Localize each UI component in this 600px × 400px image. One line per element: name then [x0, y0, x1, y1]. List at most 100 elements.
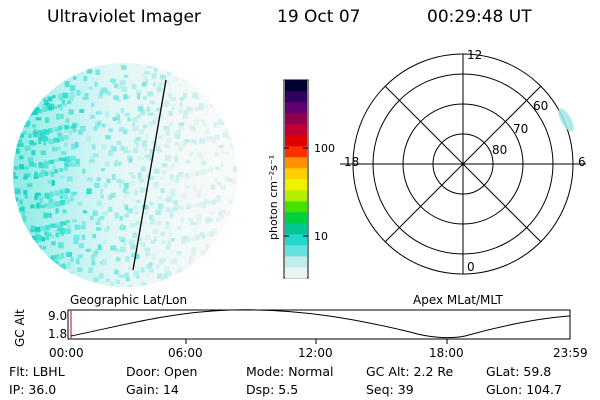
uv-pixel — [49, 202, 56, 209]
uv-pixel — [153, 236, 158, 241]
uv-pixel — [48, 138, 55, 145]
uv-pixel — [132, 252, 137, 257]
uv-pixel — [212, 228, 218, 234]
uv-pixel — [199, 232, 205, 236]
uv-pixel — [36, 67, 41, 71]
info-glon-value: 104.7 — [526, 382, 562, 397]
uv-pixel — [200, 119, 205, 123]
uv-pixel — [220, 209, 227, 214]
uv-pixel — [13, 77, 17, 84]
uv-pixel — [99, 216, 105, 220]
uv-pixel — [194, 139, 198, 146]
uv-pixel — [213, 71, 219, 76]
uv-pixel — [27, 77, 33, 81]
uv-pixel — [113, 95, 119, 101]
uv-pixel — [32, 124, 37, 128]
uv-pixel — [39, 198, 43, 204]
uv-pixel — [14, 197, 19, 202]
uv-pixel — [153, 229, 159, 235]
uv-pixel — [219, 277, 225, 283]
uv-pixel — [70, 125, 75, 129]
uv-pixel — [57, 254, 62, 261]
uv-pixel — [53, 158, 60, 163]
uv-pixel — [96, 111, 102, 115]
uv-pixel — [40, 169, 46, 174]
uv-pixel — [192, 185, 196, 190]
uv-pixel — [23, 122, 30, 128]
uv-pixel — [86, 135, 92, 142]
uv-pixel — [134, 190, 139, 196]
uv-pixel — [17, 79, 23, 84]
uv-pixel — [73, 283, 78, 287]
colorbar-cell — [285, 91, 307, 103]
uv-pixel — [80, 280, 86, 285]
uv-pixel — [95, 122, 101, 128]
uv-pixel — [70, 257, 74, 262]
uv-pixel — [138, 178, 145, 183]
uv-pixel — [114, 161, 118, 167]
uv-pixel — [70, 155, 76, 162]
uv-pixel — [102, 211, 108, 215]
uv-pixel — [220, 162, 224, 168]
uv-pixel — [143, 145, 148, 151]
uv-pixel — [51, 146, 57, 152]
uv-pixel — [193, 234, 199, 241]
colorbar-cell — [285, 223, 307, 235]
uv-pixel — [82, 221, 86, 227]
uv-pixel — [86, 188, 92, 195]
uv-pixel — [162, 102, 169, 107]
uv-pixel — [190, 204, 197, 208]
uv-pixel — [32, 99, 36, 104]
uv-pixel — [180, 218, 185, 224]
uv-pixel — [210, 199, 216, 205]
uv-pixel — [114, 212, 120, 219]
uv-pixel — [181, 235, 188, 242]
uv-pixel — [119, 179, 125, 184]
uv-pixel — [170, 97, 177, 101]
uv-pixel — [180, 206, 184, 211]
uv-pixel — [128, 149, 132, 154]
uv-pixel — [105, 135, 111, 140]
uv-pixel — [34, 278, 40, 283]
uv-pixel — [158, 135, 163, 139]
mlt-label-6: 6 — [578, 155, 586, 169]
orbit-track-panel: 9.0 1.8 GC Alt 00:00 06:00 12:00 18:00 2… — [13, 309, 588, 360]
uv-pixel — [225, 63, 230, 69]
uv-pixel — [229, 118, 235, 124]
uv-pixel — [101, 168, 105, 172]
uv-pixel — [64, 156, 70, 163]
uv-pixel — [138, 157, 145, 161]
uv-pixel — [195, 93, 199, 100]
uv-pixel — [160, 188, 165, 194]
uv-pixel — [135, 253, 140, 260]
uv-pixel — [46, 267, 52, 271]
uv-pixel — [85, 248, 91, 252]
uv-pixel — [97, 218, 101, 222]
uv-pixel — [13, 133, 18, 138]
uv-pixel — [184, 139, 190, 143]
uv-pixel — [91, 102, 95, 107]
uv-pixel — [173, 132, 178, 138]
uv-pixel — [45, 117, 49, 124]
uv-pixel — [160, 80, 165, 86]
uv-pixel — [74, 142, 79, 148]
uv-pixel — [130, 244, 136, 250]
uv-pixel — [32, 65, 36, 71]
uv-pixel — [115, 114, 121, 121]
uv-pixel — [33, 107, 37, 113]
uv-pixel — [160, 74, 167, 80]
colorbar-cell — [285, 80, 307, 92]
uv-pixel — [195, 264, 200, 269]
uv-pixel — [140, 242, 146, 247]
uv-pixel — [46, 204, 52, 210]
uv-pixel — [31, 67, 37, 74]
colorbar-cell — [285, 179, 307, 191]
time-tick-1200: 12:00 — [298, 346, 333, 360]
uv-pixel — [79, 109, 85, 113]
uv-pixel — [120, 108, 125, 114]
uv-pixel — [110, 145, 117, 152]
uv-pixel — [117, 119, 121, 125]
mlt-label-18: 18 — [344, 155, 359, 169]
uv-pixel — [28, 133, 32, 138]
uv-pixel — [146, 250, 150, 256]
